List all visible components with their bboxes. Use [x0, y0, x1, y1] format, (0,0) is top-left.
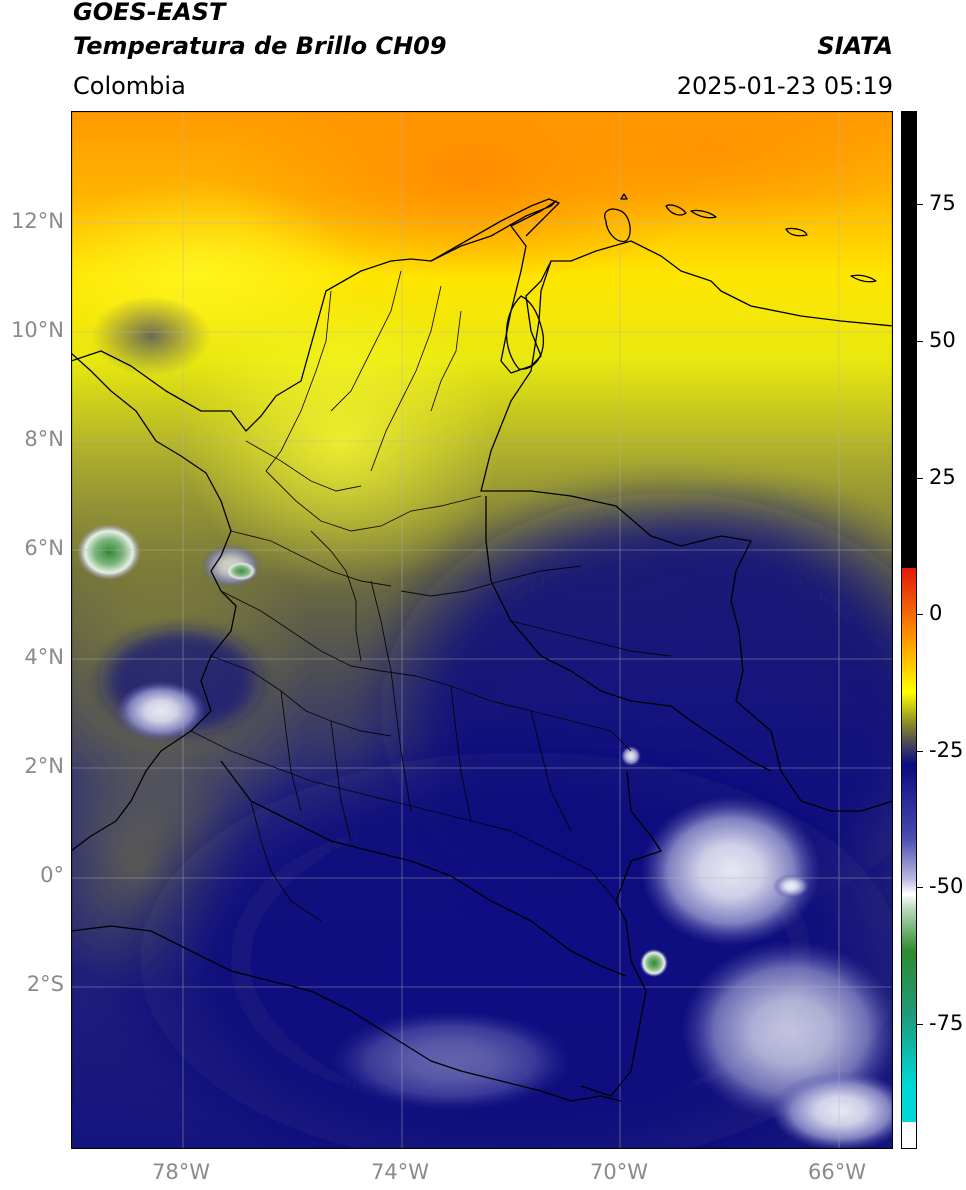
- product-title: Temperatura de Brillo CH09: [73, 32, 447, 60]
- colorbar-tick-label: 75: [929, 191, 956, 215]
- colombia-ecuador-peru-border: [220, 760, 627, 977]
- department-boundaries: [190, 270, 672, 922]
- region-label: Colombia: [73, 72, 186, 100]
- colorbar-tick-label: -75: [929, 1011, 964, 1035]
- colombia-southeast-border: [485, 496, 772, 772]
- island-outline: [665, 204, 687, 216]
- convective-cell: [621, 746, 641, 766]
- datetime-label: 2025-01-23 05:19: [676, 72, 893, 100]
- graticule: [71, 111, 893, 1149]
- lat-tick-label: 8°N: [24, 427, 64, 451]
- paraguana-peninsula: [604, 208, 631, 243]
- pacific-coastline: [71, 352, 237, 852]
- colorbar-tick: [917, 341, 923, 342]
- gray-cloud-patch: [91, 296, 211, 376]
- map-border: [71, 111, 893, 1149]
- lon-tick-label: 78°W: [152, 1160, 210, 1184]
- colombia-venezuela-border: [480, 260, 893, 812]
- satellite-title: GOES-EAST: [73, 0, 226, 26]
- guajira-peninsula: [430, 198, 560, 262]
- colorbar-tick: [917, 1024, 923, 1025]
- lake-maracaibo: [505, 295, 545, 370]
- island-outline: [690, 209, 717, 219]
- island-outline: [620, 193, 628, 200]
- island-outline: [785, 227, 808, 237]
- colorbar-tick: [917, 204, 923, 205]
- ecuador-peru-border: [71, 925, 622, 1102]
- convective-cell: [641, 796, 821, 946]
- colorbar-tick-label: -50: [929, 874, 964, 898]
- island-outline: [850, 274, 877, 283]
- temperature-colorbar: [901, 111, 917, 1149]
- lat-tick-label: 2°N: [24, 754, 64, 778]
- warm-orange-area-east: [521, 111, 893, 231]
- coldest-cloud-top: [77, 524, 141, 580]
- lat-tick-label: 4°N: [24, 645, 64, 669]
- colorbar-tick-label: 50: [929, 328, 956, 352]
- colorbar-tick-label: 0: [929, 601, 943, 625]
- colombia-brazil-border: [580, 770, 662, 1097]
- colorbar-tick: [917, 478, 923, 479]
- colorbar-tick-label: 25: [929, 465, 956, 489]
- colorbar-tick: [917, 614, 923, 615]
- lon-tick-label: 74°W: [371, 1160, 429, 1184]
- organization-label: SIATA: [817, 32, 893, 60]
- lon-tick-label: 66°W: [808, 1160, 866, 1184]
- colorbar-tick: [917, 751, 923, 752]
- convective-cell: [116, 681, 206, 741]
- lat-tick-label: 12°N: [11, 209, 64, 233]
- lon-tick-label: 70°W: [590, 1160, 648, 1184]
- convective-cell: [331, 1011, 571, 1111]
- coldest-cloud-top: [640, 949, 668, 977]
- coldest-cloud-top: [225, 561, 257, 581]
- convective-cell: [773, 874, 809, 898]
- lat-tick-label: 2°S: [26, 972, 64, 996]
- lat-tick-label: 6°N: [24, 536, 64, 560]
- lat-tick-label: 10°N: [11, 318, 64, 342]
- convective-cell: [771, 1071, 893, 1149]
- caribbean-coastline: [71, 200, 893, 432]
- lat-tick-label: 0°: [40, 863, 64, 887]
- satellite-map[interactable]: [71, 111, 893, 1149]
- colorbar-tick: [917, 887, 923, 888]
- coastlines-and-borders: [71, 193, 893, 1102]
- colorbar-tick-label: -25: [929, 738, 964, 762]
